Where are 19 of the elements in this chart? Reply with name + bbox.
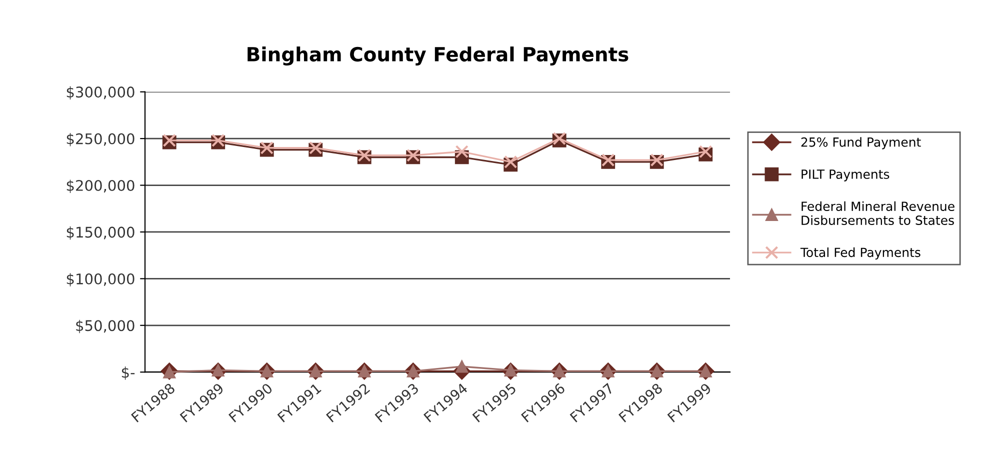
point bbox=[455, 145, 468, 158]
y-tick-label: $200,000 bbox=[66, 180, 134, 193]
point bbox=[260, 141, 274, 154]
y-tick-label: $100,000 bbox=[66, 273, 134, 286]
legend-label: Federal Mineral Revenue Disbursements to States bbox=[802, 201, 954, 226]
legend-label: PILT Payments bbox=[802, 170, 890, 182]
y-tick-label: $250,000 bbox=[66, 133, 134, 146]
y-tick-label: $300,000 bbox=[66, 86, 134, 100]
y-tick-label: $150,000 bbox=[66, 226, 134, 240]
y-tick-label: $50,000 bbox=[76, 320, 134, 334]
point bbox=[504, 155, 518, 169]
legend-label: Total Fed Payments bbox=[800, 247, 920, 260]
point bbox=[358, 148, 371, 162]
point bbox=[309, 141, 322, 154]
point bbox=[406, 148, 420, 162]
y-tick-label: $- bbox=[122, 366, 135, 380]
chart-title: Bingham County Federal Payments bbox=[248, 46, 628, 66]
legend-label: 25% Fund Payment bbox=[801, 137, 921, 150]
point bbox=[699, 145, 712, 158]
